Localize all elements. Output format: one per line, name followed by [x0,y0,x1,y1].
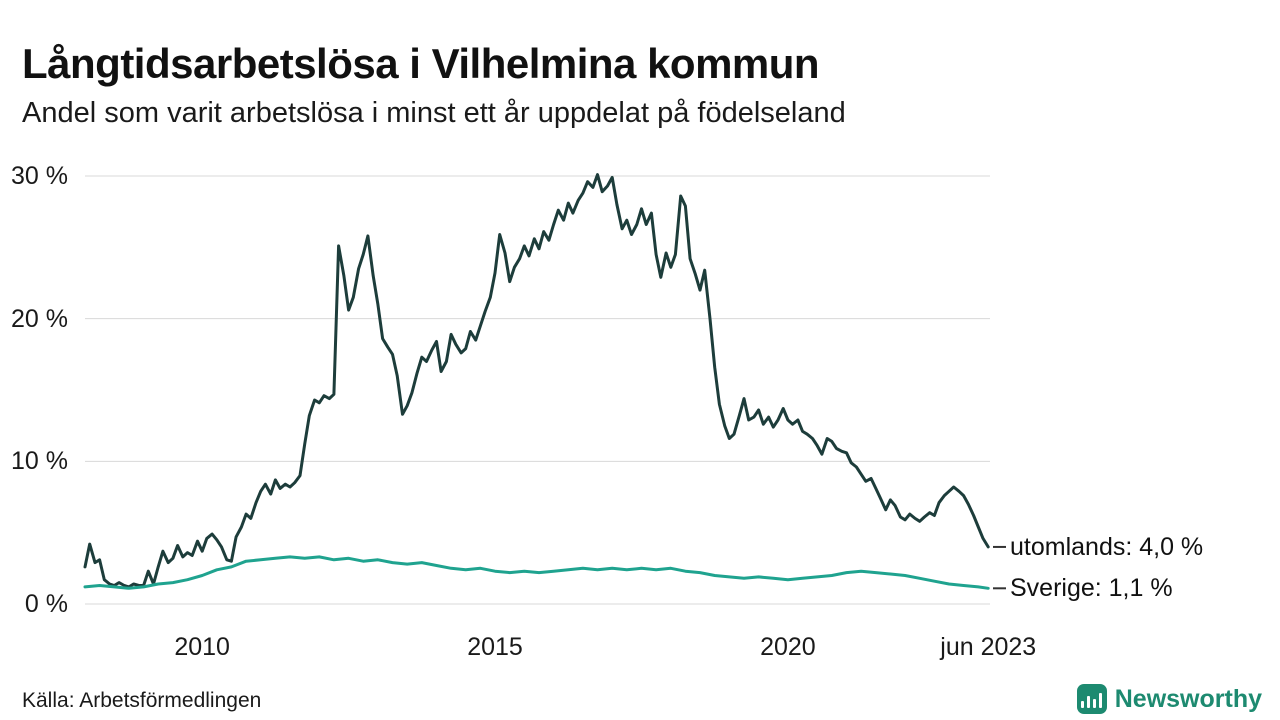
series-label-utomlands: utomlands: 4,0 % [1010,532,1204,561]
source-note: Källa: Arbetsförmedlingen [22,689,262,712]
y-axis-tick: 0 % [24,590,68,618]
logo-bar [1081,701,1085,708]
y-axis-tick: 20 % [11,304,68,333]
x-axis-tick: 2020 [760,633,816,661]
gridlines [85,175,990,605]
y-axis-tick: 30 % [11,162,68,190]
series-line-sverige [83,555,990,590]
brand-name: Newsworthy [1114,684,1262,713]
brand-footer: Newsworthy [1076,684,1262,714]
page-title: Långtidsarbetslösa i Vilhelmina kommun [22,40,820,88]
page-subtitle: Andel som varit arbetslösa i minst ett å… [22,97,846,129]
y-axis-tick: 10 % [11,447,68,476]
x-axis-tick: 2010 [174,633,230,661]
series-lines [83,173,990,590]
logo-bar [1093,699,1097,708]
newsworthy-logo-icon [1076,684,1107,714]
series-line-utomlands [83,173,990,589]
logo-bar [1099,693,1103,708]
x-axis-tick: 2015 [467,633,523,661]
series-label-sverige: Sverige: 1,1 % [1010,574,1173,603]
logo-bar [1087,696,1091,708]
series-label-ticks [993,545,1006,590]
x-axis-tick: jun 2023 [940,633,1037,661]
